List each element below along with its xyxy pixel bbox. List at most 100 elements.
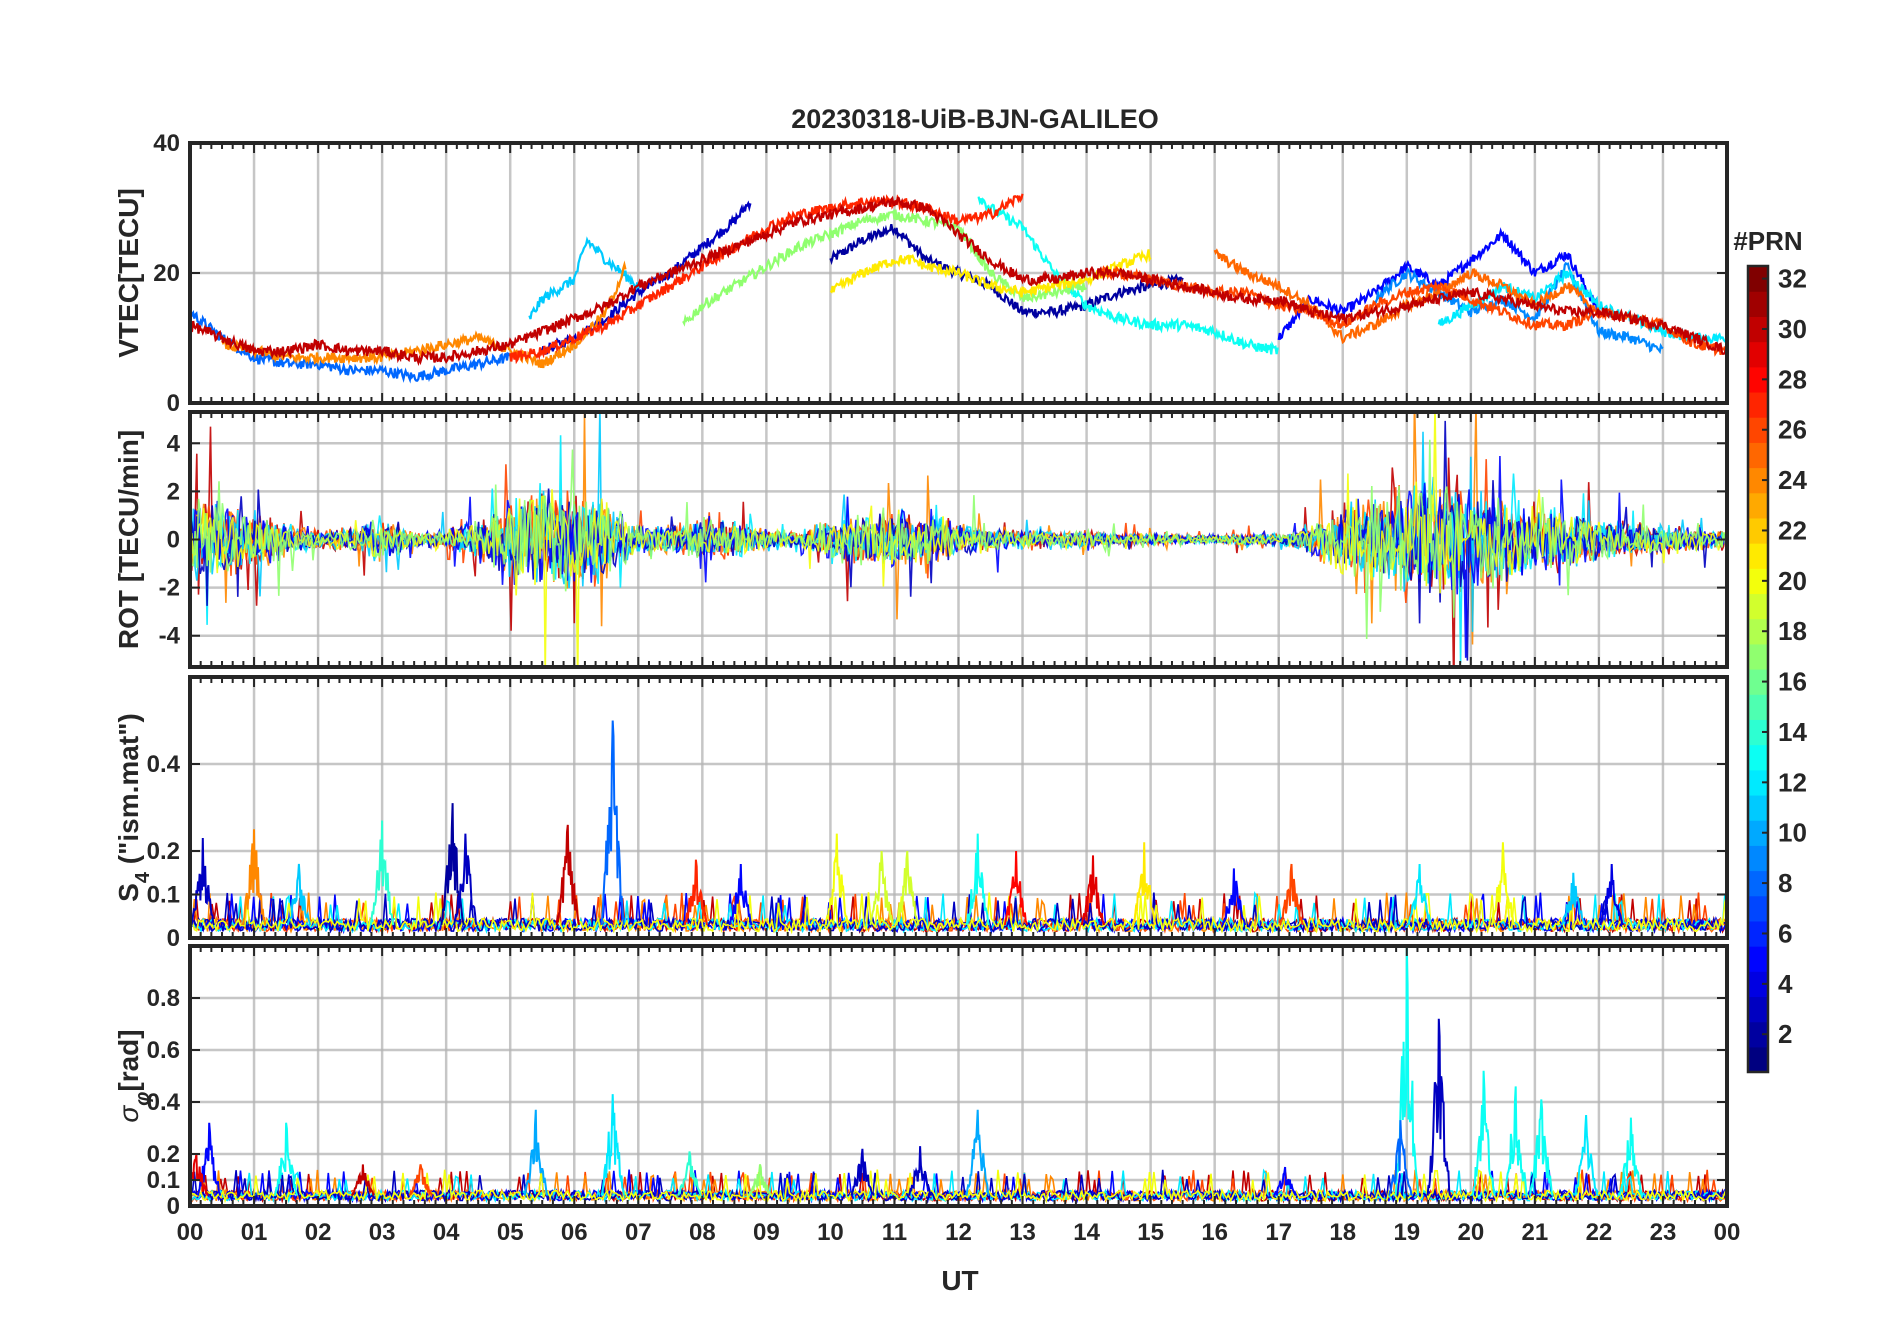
colorbar-segment xyxy=(1748,996,1768,1023)
rot-series-prn-17 xyxy=(190,439,1727,640)
peak-series-prn-13 xyxy=(1529,1099,1554,1196)
data-layer xyxy=(190,193,1727,384)
peak-series-prn-5 xyxy=(1221,868,1247,926)
colorbar-segment xyxy=(1748,1046,1768,1073)
x-tick-label: 20 xyxy=(1457,1219,1484,1246)
peak-series-prn-29 xyxy=(1080,855,1106,926)
colorbar-tick-label: 20 xyxy=(1778,566,1807,596)
baseline-series-prn-20 xyxy=(190,891,1727,935)
colorbar-segment xyxy=(1748,316,1768,343)
x-tick-label: 16 xyxy=(1201,1219,1228,1246)
peak-series-prn-13 xyxy=(965,833,990,926)
y-axis-label: ROT [TECU/min] xyxy=(113,430,144,649)
peak-series-prn-11 xyxy=(1561,872,1586,926)
colorbar-segment xyxy=(1748,895,1768,922)
peak-series-prn-30 xyxy=(350,1164,375,1197)
colorbar-tick-label: 28 xyxy=(1778,364,1807,394)
x-tick-label: 19 xyxy=(1393,1219,1420,1246)
peak-series-prn-12 xyxy=(1573,1114,1599,1196)
peak-series-prn-3 xyxy=(850,1148,875,1196)
peak-series-prn-8 xyxy=(1388,1120,1413,1196)
colorbar-segment xyxy=(1748,467,1768,494)
panel-3: 0 0.1 0.2 0.4S4 ("ism.mat") xyxy=(113,675,1729,952)
colorbar-segment xyxy=(1748,820,1768,846)
y-tick-label: -2 xyxy=(159,575,180,602)
colorbar-segment xyxy=(1748,719,1768,746)
peak-series-prn-21 xyxy=(1132,842,1157,926)
panel-4: 00.10.2 0.4 0.6 0.8 σφ[rad] xyxy=(113,944,1729,1220)
x-tick-labels: 00 01 02 03 04 05 06 07 08 09 10 11 12 13 14 15 16 17 18 19… xyxy=(177,1219,1741,1246)
y-tick-label: 0 xyxy=(167,390,180,417)
x-tick-label: 11 xyxy=(882,1219,907,1246)
x-tick-label: 06 xyxy=(561,1219,588,1246)
x-ticks xyxy=(189,946,1728,1206)
peak-series-prn-5 xyxy=(728,863,753,926)
y-tick-label: 2 xyxy=(167,478,180,505)
colorbar-segment xyxy=(1748,391,1768,418)
colorbar-segment xyxy=(1748,492,1768,519)
x-tick-label: 04 xyxy=(433,1219,460,1246)
peak-series-prn-20 xyxy=(824,833,849,926)
vtec-series-prn-17 xyxy=(682,209,1087,327)
x-axis-label: UT xyxy=(941,1265,978,1296)
peak-series-prn-4 xyxy=(1599,863,1624,926)
y-axis-label: S4 ("ism.mat") xyxy=(113,713,154,902)
y-tick-label: 0.8 xyxy=(147,985,180,1012)
y-tick-label: 0 xyxy=(167,925,180,952)
x-tick-label: 01 xyxy=(241,1219,268,1246)
x-tick-label: 02 xyxy=(305,1219,332,1246)
colorbar-segment xyxy=(1748,366,1768,393)
peak-series-prn-13 xyxy=(1503,1086,1528,1196)
x-tick-label: 15 xyxy=(1137,1219,1164,1246)
vtec-series-prn-24 xyxy=(221,260,627,369)
y-tick-label: 0.2 xyxy=(147,1141,180,1168)
colorbar-segment xyxy=(1748,1021,1768,1048)
peak-series-prn-13 xyxy=(1471,1070,1496,1196)
peak-series-prn-17 xyxy=(747,1164,773,1197)
panel-2: -4 -2 0 2 4 ROT [TECU/min] xyxy=(113,410,1729,669)
y-tick-label: 40 xyxy=(153,130,180,157)
colorbar-frame xyxy=(1746,264,1770,1074)
vtec-series-prn-27 xyxy=(509,193,1024,365)
peak-series-prn-3 xyxy=(1426,1018,1451,1196)
peak-series-prn-20 xyxy=(1490,842,1516,926)
colorbar-tick-label: 12 xyxy=(1778,767,1807,797)
colorbar-segment xyxy=(1748,643,1768,670)
chart-title: 20230318-UiB-BJN-GALILEO xyxy=(791,104,1159,134)
data-layer xyxy=(190,946,1727,1204)
peak-series-prn-5 xyxy=(1273,1166,1298,1197)
peak-series-prn-13 xyxy=(1618,1117,1644,1196)
x-ticks xyxy=(189,412,1728,667)
colorbar-tick-label: 24 xyxy=(1778,465,1807,495)
colorbar-segment xyxy=(1748,669,1768,695)
peak-series-prn-3 xyxy=(907,1146,933,1197)
y-tick-label: 0.6 xyxy=(147,1037,180,1064)
colorbar-tick-label: 6 xyxy=(1778,918,1792,948)
colorbar-segment xyxy=(1748,920,1768,947)
x-tick-label: 17 xyxy=(1265,1219,1292,1246)
rot-series-prn-20 xyxy=(190,412,1727,667)
panel-1: 0 20 40 VTEC[TECU] xyxy=(113,130,1729,417)
peak-series-prn-19 xyxy=(869,850,894,926)
peak-series-prn-30 xyxy=(555,824,581,926)
peak-series-prn-10 xyxy=(965,1109,990,1196)
data-layer xyxy=(190,412,1727,667)
colorbar-segment xyxy=(1748,845,1768,872)
colorbar-segment xyxy=(1748,593,1768,620)
colorbar-segment xyxy=(1748,442,1768,469)
grid xyxy=(190,143,1727,403)
peak-series-prn-11 xyxy=(286,863,312,926)
peak-series-prn-26 xyxy=(1279,863,1304,926)
x-tick-label: 09 xyxy=(753,1219,780,1246)
peak-series-prn-12 xyxy=(600,1094,625,1196)
x-tick-label: 10 xyxy=(817,1219,844,1246)
peak-series-prn-13 xyxy=(273,1122,299,1196)
colorbar-segment xyxy=(1748,794,1768,821)
colorbar-segment xyxy=(1748,744,1768,771)
x-tick-label: 03 xyxy=(369,1219,396,1246)
x-tick-label: 05 xyxy=(497,1219,524,1246)
y-axis-label: VTEC[TECU] xyxy=(113,188,144,358)
colorbar-segment xyxy=(1748,568,1768,595)
